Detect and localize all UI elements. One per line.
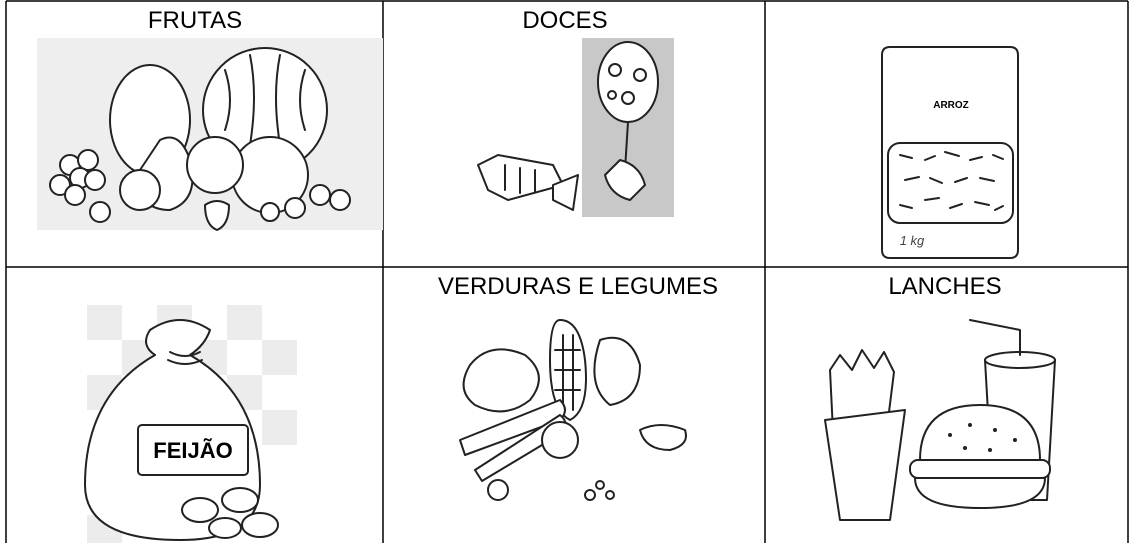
sweets-illustration (477, 38, 674, 217)
rice-illustration: ARROZ 1 kg (881, 46, 1019, 259)
image-text: 1 kg (900, 233, 925, 248)
fruits-illustration (37, 38, 383, 231)
beans-illustration: FEIJÃO (84, 305, 297, 543)
vegetables-illustration (459, 319, 687, 501)
snacks-illustration (824, 319, 1056, 521)
cell-title: LANCHES (888, 273, 1001, 300)
cell-title: DOCES (522, 7, 607, 34)
cell-title: VERDURAS E LEGUMES (438, 273, 718, 300)
image-text: FEIJÃO (153, 438, 232, 463)
cell-title: FRUTAS (148, 7, 242, 34)
image-text: ARROZ (933, 100, 969, 111)
